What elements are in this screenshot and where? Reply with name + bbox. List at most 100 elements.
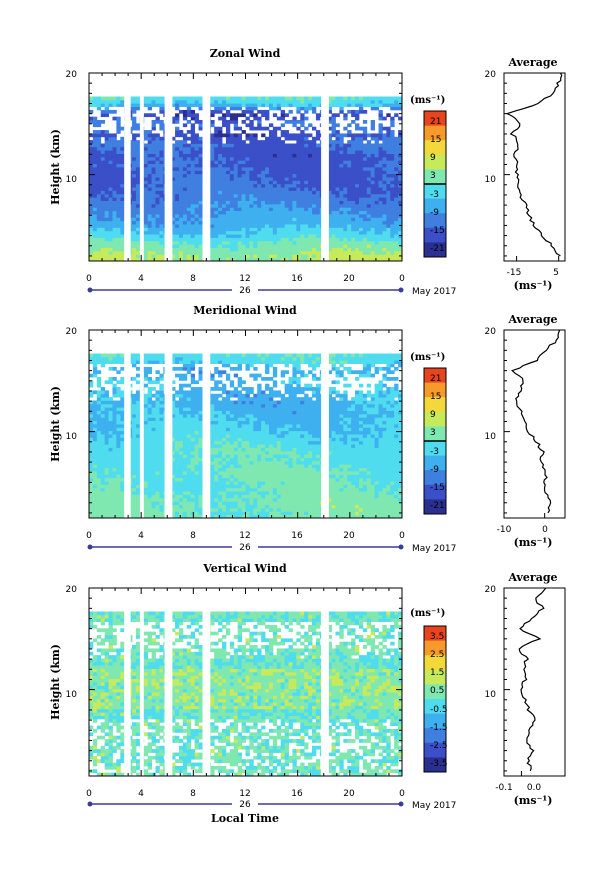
heatmap-cell — [296, 153, 301, 158]
heatmap-cell — [233, 203, 239, 208]
heatmap-cell — [245, 146, 250, 151]
heatmap-cell — [171, 474, 176, 479]
heatmap-cell — [135, 140, 141, 144]
heatmap-cell — [343, 190, 348, 195]
heatmap-cell — [366, 203, 372, 208]
heatmap-cell — [194, 464, 199, 469]
heatmap-cell — [386, 143, 391, 148]
heatmap-cell — [159, 504, 164, 509]
heatmap-cell — [292, 163, 297, 168]
heatmap-cell — [190, 450, 196, 455]
heatmap-cell — [241, 244, 246, 248]
heatmap-cell — [358, 224, 364, 228]
heatmap-cell — [370, 156, 376, 161]
heatmap-cell — [186, 220, 192, 225]
heatmap-cell — [96, 153, 102, 158]
heatmap-cell — [92, 177, 98, 181]
heatmap-cell — [178, 183, 184, 188]
heatmap-cell — [186, 183, 192, 188]
heatmap-cell — [182, 407, 188, 411]
heatmap-cell — [155, 197, 160, 201]
heatmap-cell — [159, 397, 164, 401]
heatmap-cell — [104, 109, 109, 114]
heatmap-cell — [155, 116, 160, 121]
heatmap-cell — [386, 140, 391, 144]
heatmap-cell — [147, 96, 152, 101]
heatmap-cell — [304, 217, 309, 222]
heatmap-cell — [261, 197, 266, 201]
heatmap-cell — [135, 177, 141, 181]
heatmap-cell — [198, 511, 203, 516]
heatmap-cell — [120, 410, 125, 415]
heatmap-cell — [210, 187, 215, 191]
heatmap-cell — [194, 160, 199, 165]
heatmap-cell — [190, 507, 196, 512]
heatmap-cell — [358, 173, 364, 178]
heatmap-cell — [104, 200, 109, 205]
heatmap-cell — [257, 170, 262, 175]
heatmap-cell — [112, 247, 117, 252]
heatmap-cell — [120, 190, 125, 195]
heatmap-cell — [245, 123, 250, 128]
heatmap-cell — [178, 230, 184, 235]
heatmap-cell — [135, 400, 141, 405]
heatmap-cell — [120, 193, 125, 198]
heatmap-cell — [175, 163, 180, 168]
heatmap-cell — [159, 190, 164, 195]
heatmap-cell — [304, 183, 309, 188]
heatmap-cell — [390, 247, 395, 252]
heatmap-cell — [261, 200, 266, 205]
heatmap-cell — [159, 126, 164, 131]
heatmap-cell — [175, 450, 180, 455]
heatmap-cell — [171, 160, 176, 165]
heatmap-cell — [241, 224, 246, 228]
heatmap-cell — [151, 410, 156, 415]
heatmap-cell — [104, 143, 109, 148]
heatmap-cell — [280, 244, 286, 248]
heatmap-cell — [394, 254, 399, 259]
heatmap-cell — [308, 214, 313, 218]
heatmap-cell — [116, 494, 121, 499]
heatmap-cell — [112, 430, 117, 435]
heatmap-cell — [276, 187, 282, 191]
heatmap-cell — [296, 250, 301, 255]
heatmap-cell — [265, 254, 270, 259]
heatmap-cell — [186, 397, 192, 401]
heatmap-cell — [249, 133, 254, 138]
heatmap-cell — [358, 237, 364, 242]
heatmap-cell — [112, 377, 117, 381]
heatmap-cell — [304, 177, 309, 181]
heatmap-cell — [343, 207, 348, 212]
heatmap-cell — [268, 160, 274, 165]
heatmap-cell — [237, 146, 242, 151]
heatmap-cell — [315, 220, 321, 225]
heatmap-cell — [104, 146, 109, 151]
heatmap-cell — [132, 467, 137, 472]
heatmap-cell — [245, 167, 250, 171]
heatmap-cell — [210, 143, 215, 148]
heatmap-cell — [214, 210, 219, 215]
heatmap-cell — [390, 130, 395, 134]
heatmap-cell — [308, 103, 313, 107]
heatmap-cell — [257, 177, 262, 181]
heatmap-cell — [225, 140, 231, 144]
heatmap-cell — [143, 136, 149, 141]
heatmap-cell — [135, 487, 141, 492]
heatmap-cell — [132, 183, 137, 188]
heatmap-cell — [327, 160, 332, 165]
heatmap-cell — [347, 214, 352, 218]
heatmap-cell — [249, 180, 254, 185]
heatmap-cell — [280, 103, 286, 107]
heatmap-cell — [366, 160, 372, 165]
heatmap-cell — [159, 507, 164, 512]
heatmap-cell — [186, 244, 192, 248]
heatmap-cell — [190, 393, 196, 398]
heatmap-cell — [112, 460, 117, 465]
heatmap-cell — [171, 434, 176, 438]
heatmap-cell — [104, 250, 109, 255]
heatmap-cell — [96, 230, 102, 235]
heatmap-cell — [261, 173, 266, 178]
heatmap-cell — [355, 210, 360, 215]
heatmap-cell — [190, 203, 196, 208]
heatmap-cell — [190, 481, 196, 485]
